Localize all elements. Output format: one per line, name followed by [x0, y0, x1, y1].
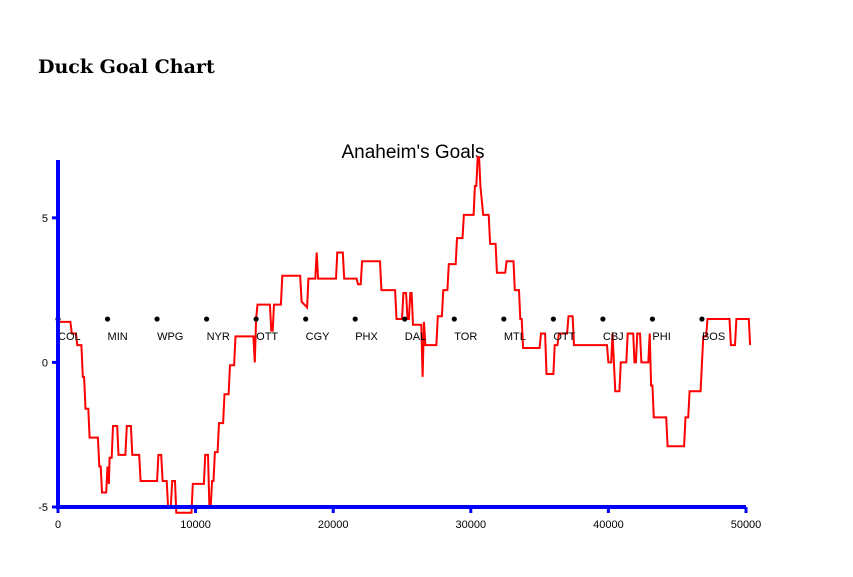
x-tick-label: 50000	[731, 519, 762, 531]
series-layer	[57, 156, 752, 514]
game-marker	[402, 316, 408, 322]
game-marker	[699, 316, 705, 322]
y-tick-label: -5	[38, 502, 48, 514]
game-marker	[104, 316, 111, 322]
chart-title: Anaheim's Goals	[341, 142, 484, 163]
team-label: BOS	[702, 331, 725, 343]
x-tick-label: 10000	[180, 519, 211, 531]
team-label: CGY	[306, 331, 331, 343]
game-marker	[303, 316, 309, 322]
game-marker	[204, 316, 210, 322]
game-marker	[550, 316, 556, 322]
game-marker	[154, 316, 160, 322]
game-marker	[649, 316, 656, 322]
team-label: PHX	[355, 331, 378, 343]
team-label: MTL	[504, 331, 526, 343]
marker-layer: COL MIN WPG NYR OTT CGY PHX DAL TOR MTL OTT CBJ PHI B…	[55, 316, 725, 343]
team-label: PHI	[652, 331, 670, 343]
game-marker	[253, 316, 259, 322]
y-tick-label: 5	[42, 213, 48, 225]
x-tick-label: 20000	[318, 519, 349, 531]
game-marker	[451, 316, 457, 322]
page-heading: Duck Goal Chart	[38, 56, 215, 78]
team-label: MIN	[108, 331, 128, 343]
game-marker	[501, 316, 507, 322]
x-tick-label: 30000	[456, 519, 487, 531]
team-label: OTT	[256, 331, 278, 343]
team-label: COL	[58, 331, 81, 343]
game-marker	[600, 316, 606, 322]
team-label: OTT	[553, 331, 575, 343]
team-label: WPG	[157, 331, 183, 343]
axis-layer: 0 10000 20000 30000 40000 50000 -5 0 5	[38, 160, 761, 531]
x-tick-label: 0	[55, 519, 61, 531]
game-marker	[352, 316, 358, 322]
team-label: CBJ	[603, 331, 624, 343]
x-tick-label: 40000	[593, 519, 624, 531]
series-line-0	[57, 156, 752, 514]
team-label: TOR	[454, 331, 477, 343]
team-label: DAL	[405, 331, 426, 343]
team-label: NYR	[207, 331, 230, 343]
y-tick-label: 0	[42, 357, 48, 369]
